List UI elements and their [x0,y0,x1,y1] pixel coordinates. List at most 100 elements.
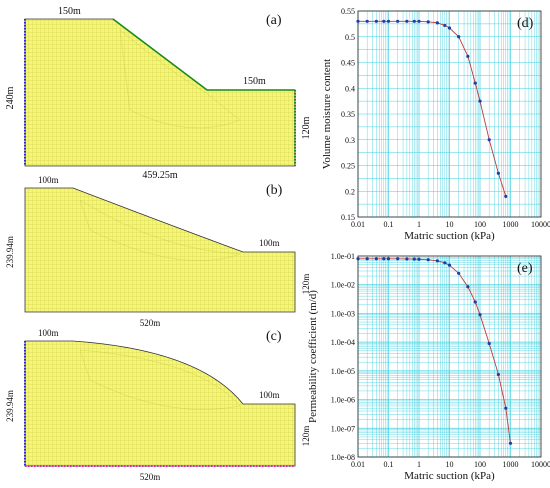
y-tick-label: 0.15 [341,213,355,222]
panel-a-surface-boundary [112,18,295,91]
chart-tag: (d) [517,16,534,31]
x-tick-label: 10000 [531,460,550,469]
data-point [417,257,421,261]
y-tick-label: 1.0e-08 [331,453,355,462]
y-tick-label: 0.55 [341,7,355,16]
data-point [382,257,386,261]
panel-b-tag: (b) [266,183,283,198]
y-tick-label: 0.35 [341,110,355,119]
x-tick-label: 0.01 [351,220,365,229]
y-tick-label: 0.4 [345,84,355,93]
panel-b-slope-mesh [24,187,296,313]
x-tick-label: 0.01 [351,460,365,469]
plot-frame [357,255,542,458]
x-tick-label: 1000 [503,220,519,229]
y-tick-label: 0.3 [345,136,355,145]
x-axis-label: Matric suction (kPa) [404,230,495,242]
panel-a-dim-bottom: 459.25m [142,170,178,181]
x-tick-label: 0.1 [384,460,394,469]
panel-c-mesh-refinement [79,349,241,410]
panel-a: 150m 150m 240m 120m 459.25m (a) [5,6,312,181]
panel-c-slope-mesh [24,340,296,467]
panel-c-tag: (c) [266,329,282,344]
data-point [412,257,416,261]
x-tick-label: 10 [446,460,454,469]
y-axis-label: Permeability coefficient (m/d) [307,290,319,423]
data-point [496,171,500,175]
data-point [466,54,470,58]
x-tick-label: 100 [474,460,486,469]
data-point [396,257,400,261]
x-tick-label: 1 [417,220,421,229]
data-point [386,257,391,261]
data-point [447,26,452,30]
x-tick-label: 1000 [503,460,519,469]
x-tick-label: 0.1 [384,220,394,229]
y-tick-label: 0.45 [341,59,355,68]
data-point [504,406,508,410]
data-point [478,313,482,317]
panel-a-slope-mesh [24,18,296,167]
x-tick-label: 10000 [531,220,550,229]
data-point [365,257,369,261]
y-axis-label: Volume moisture content [321,59,333,169]
x-tick-label: 10 [446,220,454,229]
data-point [478,99,482,103]
data-point [356,19,360,23]
data-point [457,35,461,39]
y-tick-label: 1.0e-04 [331,338,355,347]
data-point [447,263,452,267]
x-tick-label: 1 [417,460,421,469]
panel-b: 100m 100m 239.94m 120m 520m (b) [5,175,311,328]
data-point [504,194,508,198]
data-point [487,138,491,142]
data-point [405,257,409,261]
x-axis-label: Matric suction (kPa) [404,470,495,482]
data-point [508,441,513,445]
chart-d: 0.01 0.1 1 10 100 1000 10000 0.15 0.2 0.25 0.3 0.35… [321,7,550,242]
y-tick-label: 1.0e-03 [331,309,355,318]
chart-tag: (e) [517,261,533,276]
panel-b-dim-left: 239.94m [5,236,15,268]
data-point [443,261,447,265]
panel-c: 100m 100m 239.94m 120m 520m (c) [5,328,311,482]
y-tick-label: 1.0e-05 [331,367,355,376]
panel-a-dim-right: 120m [301,116,312,139]
data-point [374,257,378,261]
data-point [396,19,400,23]
data-point [426,258,430,262]
panel-c-dim-left: 239.94m [5,390,15,422]
panel-b-dim-right-top: 100m [259,238,280,248]
y-tick-label: 1.0e-01 [331,252,355,261]
data-point [426,20,430,24]
data-point [496,372,500,377]
panel-a-mesh-refinement [119,29,241,129]
y-tick-label: 0.2 [345,187,355,196]
data-point [374,19,378,23]
x-tick-label: 100 [474,220,486,229]
y-tick-label: 1.0e-06 [331,396,355,405]
data-point [382,19,386,23]
data-point [487,341,491,346]
y-tick-label: 1.0e-02 [331,281,355,290]
data-point [473,81,477,85]
data-point [457,271,461,275]
panel-c-dim-bottom: 520m [140,472,161,482]
data-point [405,19,409,23]
chart-e: 0.01 0.1 1 10 100 1000 10000 1.0e-01 1.0e-02 1.0e… [307,252,550,482]
y-tick-label: 0.25 [341,162,355,171]
data-point [435,21,439,25]
panel-c-dim-top: 100m [38,328,59,338]
data-point [412,19,416,23]
data-point [473,300,477,304]
panel-b-dim-top: 100m [38,175,59,185]
data-point [443,23,447,28]
panel-c-dim-right: 120m [301,426,311,447]
plot-frame [357,10,542,218]
panel-b-dim-bottom: 520m [140,318,161,328]
panel-b-mesh-refinement [79,199,241,261]
panel-b-dim-right: 120m [301,274,311,295]
data-point [417,19,421,23]
data-point [356,257,360,261]
